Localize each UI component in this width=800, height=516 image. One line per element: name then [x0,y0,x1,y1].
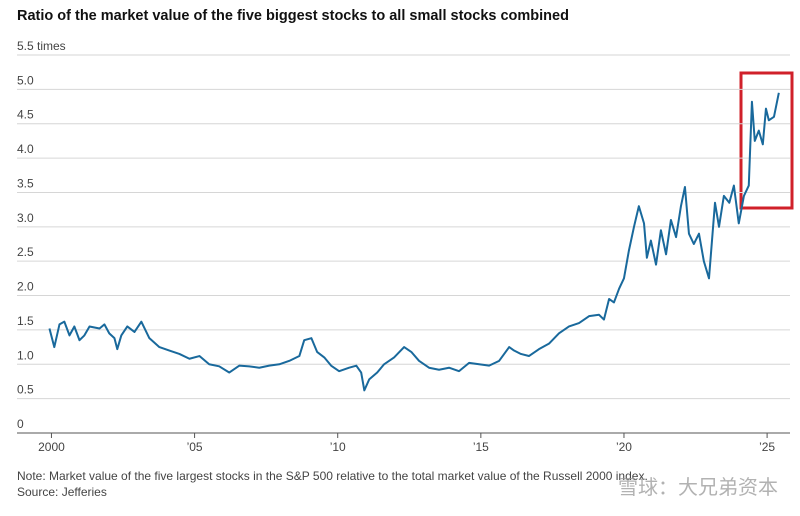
note: Note: Market value of the five largest s… [17,469,648,483]
y-tick-label: 2.0 [17,280,34,294]
chart-title: Ratio of the market value of the five bi… [17,8,569,24]
y-tick-label: 3.0 [17,211,34,225]
y-tick-label: 5.0 [17,73,34,87]
x-tick-label: ’10 [330,440,346,454]
x-tick-label: ’20 [616,440,632,454]
y-tick-label: 4.5 [17,108,34,122]
x-tick-label: ’15 [473,440,489,454]
x-tick-label: ’05 [187,440,203,454]
y-tick-label: 4.0 [17,142,34,156]
y-tick-label: 5.5 times [17,39,66,53]
y-tick-label: 1.0 [17,348,34,362]
y-tick-label: 3.5 [17,176,34,190]
x-tick-label: ’25 [759,440,775,454]
y-tick-label: 0.5 [17,383,34,397]
watermark: 雪球：大兄弟资本 [618,476,778,499]
highlight-box [739,71,794,210]
source: Source: Jefferies [17,485,107,499]
y-tick-label: 1.5 [17,314,34,328]
y-tick-label: 2.5 [17,245,34,259]
x-tick-label: 2000 [38,440,65,454]
data-line [48,92,780,392]
y-tick-label: 0 [17,417,24,431]
